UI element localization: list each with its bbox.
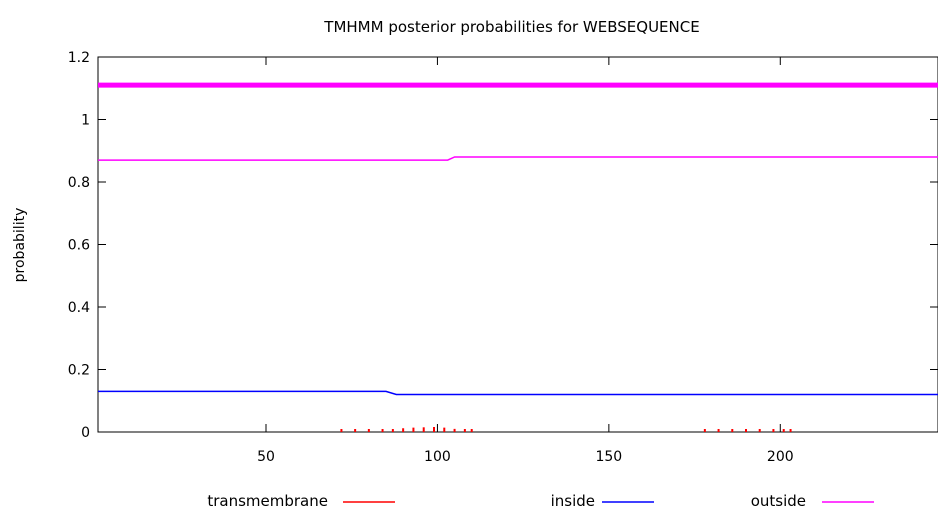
y-tick-label: 1 xyxy=(81,113,90,129)
legend-label-outside: outside xyxy=(751,492,806,510)
y-axis-label: probability xyxy=(12,208,28,283)
x-tick-label: 150 xyxy=(595,449,622,465)
y-tick-label: 0.2 xyxy=(68,363,90,379)
transmembrane-series xyxy=(340,427,792,432)
chart-title: TMHMM posterior probabilities for WEBSEQ… xyxy=(323,18,699,36)
y-tick-label: 0.8 xyxy=(68,175,90,191)
inside-line xyxy=(98,390,938,396)
y-tick-label: 1.2 xyxy=(68,50,90,66)
y-tick-label: 0 xyxy=(81,425,90,441)
legend: transmembrane inside outside xyxy=(207,492,874,510)
axis-ticks: 0 0.2 0.4 0.6 0.8 1 1.2 50 100 150 200 xyxy=(68,50,938,465)
series-layer xyxy=(98,82,938,432)
legend-label-inside: inside xyxy=(551,492,595,510)
y-tick-label: 0.6 xyxy=(68,238,90,254)
plot-frame xyxy=(97,56,938,433)
x-tick-label: 100 xyxy=(424,449,451,465)
y-tick-label: 0.4 xyxy=(68,300,90,316)
x-tick-label: 200 xyxy=(767,449,794,465)
legend-label-transmembrane: transmembrane xyxy=(207,492,328,510)
x-tick-label: 50 xyxy=(257,449,275,465)
outside-line xyxy=(98,156,938,161)
